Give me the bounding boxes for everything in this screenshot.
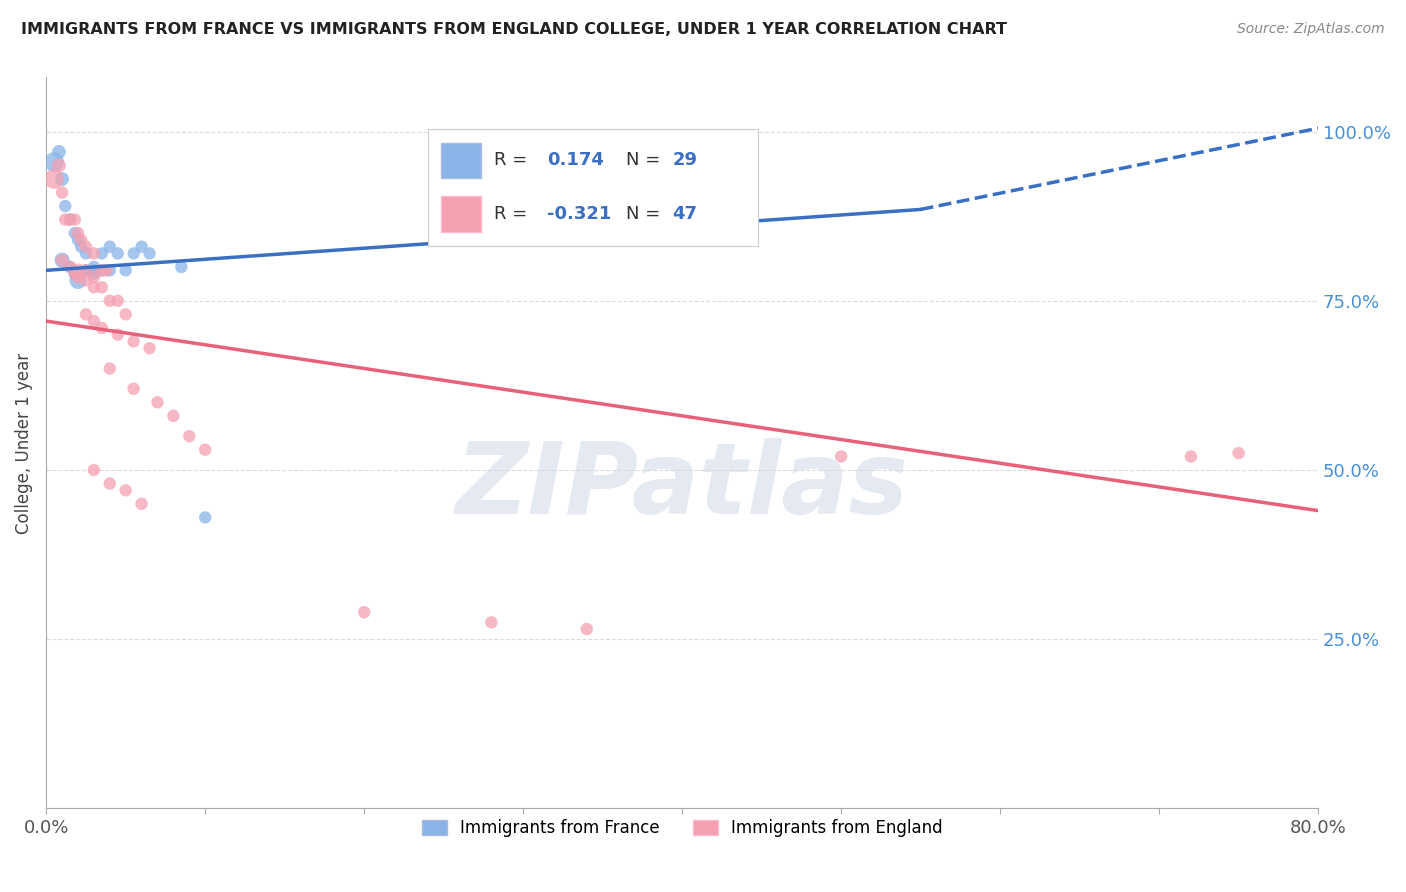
Point	[70, 233, 93, 247]
Point	[131, 497, 153, 511]
Point	[75, 263, 97, 277]
Point	[66, 263, 89, 277]
Point	[83, 463, 105, 477]
Point	[44, 155, 66, 169]
Point	[122, 334, 145, 349]
Point	[75, 246, 97, 260]
Point	[98, 293, 121, 308]
Point	[59, 260, 82, 274]
Point	[114, 263, 136, 277]
Point	[44, 172, 66, 186]
Point	[162, 409, 184, 423]
Point	[48, 158, 70, 172]
Point	[98, 240, 121, 254]
Point	[90, 280, 112, 294]
Point	[70, 240, 93, 254]
Point	[122, 382, 145, 396]
Point	[66, 226, 89, 240]
Point	[90, 263, 112, 277]
Point	[107, 293, 129, 308]
Point	[96, 263, 118, 277]
Point	[146, 395, 169, 409]
Point	[83, 263, 105, 277]
Point	[1180, 450, 1202, 464]
Point	[51, 253, 73, 268]
Point	[98, 361, 121, 376]
Point	[75, 263, 97, 277]
Point	[48, 145, 70, 159]
Point	[59, 212, 82, 227]
Point	[90, 246, 112, 260]
Point	[66, 233, 89, 247]
Point	[353, 605, 375, 619]
Point	[75, 307, 97, 321]
Point	[830, 450, 852, 464]
Y-axis label: College, Under 1 year: College, Under 1 year	[15, 352, 32, 533]
Point	[90, 321, 112, 335]
Point	[194, 442, 217, 457]
Point	[90, 263, 112, 277]
Point	[114, 307, 136, 321]
Point	[98, 476, 121, 491]
Point	[53, 212, 76, 227]
Legend: Immigrants from France, Immigrants from England: Immigrants from France, Immigrants from …	[415, 813, 949, 844]
Point	[59, 260, 82, 274]
Point	[63, 212, 86, 227]
Point	[575, 622, 598, 636]
Point	[51, 253, 73, 268]
Text: IMMIGRANTS FROM FRANCE VS IMMIGRANTS FROM ENGLAND COLLEGE, UNDER 1 YEAR CORRELAT: IMMIGRANTS FROM FRANCE VS IMMIGRANTS FRO…	[21, 22, 1007, 37]
Point	[138, 246, 160, 260]
Point	[131, 240, 153, 254]
Point	[194, 510, 217, 524]
Point	[107, 327, 129, 342]
Point	[107, 246, 129, 260]
Point	[138, 341, 160, 355]
Point	[98, 263, 121, 277]
Point	[63, 267, 86, 281]
Point	[83, 267, 105, 281]
Point	[83, 280, 105, 294]
Point	[83, 270, 105, 285]
Point	[51, 186, 73, 200]
Point	[170, 260, 193, 274]
Point	[66, 270, 89, 285]
Point	[63, 226, 86, 240]
Point	[1227, 446, 1250, 460]
Point	[75, 240, 97, 254]
Point	[83, 260, 105, 274]
Point	[83, 314, 105, 328]
Point	[51, 172, 73, 186]
Text: ZIPatlas: ZIPatlas	[456, 438, 908, 535]
Point	[179, 429, 201, 443]
Point	[75, 263, 97, 277]
Point	[75, 273, 97, 287]
Text: Source: ZipAtlas.com: Source: ZipAtlas.com	[1237, 22, 1385, 37]
Point	[66, 273, 89, 287]
Point	[59, 212, 82, 227]
Point	[63, 267, 86, 281]
Point	[114, 483, 136, 498]
Point	[83, 246, 105, 260]
Point	[122, 246, 145, 260]
Point	[479, 615, 502, 630]
Point	[53, 199, 76, 213]
